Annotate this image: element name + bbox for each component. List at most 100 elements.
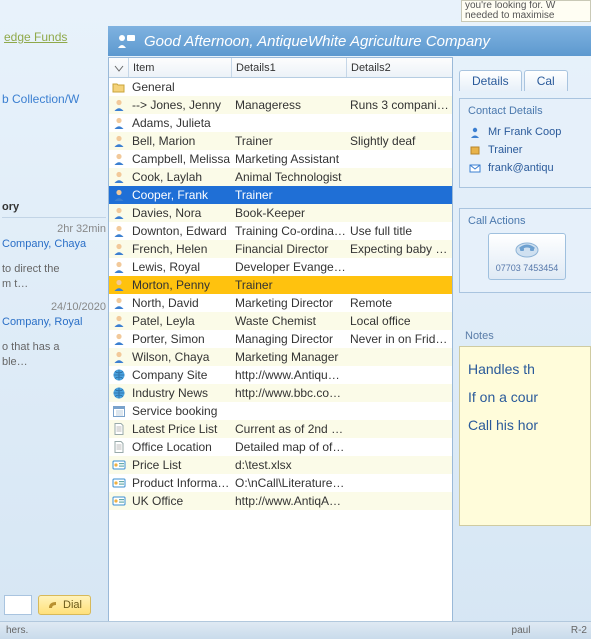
table-row[interactable]: Downton, EdwardTraining Co-ordina…Use fu… [109, 222, 452, 240]
cell-details1: http://www.bbc.co… [232, 386, 347, 400]
cell-item: Wilson, Chaya [129, 350, 232, 364]
note-line: Call his hor [468, 411, 582, 439]
left-panel-hedge: edge Funds [4, 28, 67, 46]
person-icon [109, 314, 129, 328]
cal-icon [109, 404, 129, 418]
card-icon [109, 458, 129, 472]
history-time: 2hr 32min [2, 222, 106, 237]
person-icon [468, 125, 482, 139]
cell-details1: Marketing Director [232, 296, 347, 310]
person-icon [109, 98, 129, 112]
sticky-note-top: you're looking for. W needed to maximise [461, 0, 591, 22]
contacts-list-panel: Item Details1 Details2 General --> Jones,… [108, 57, 453, 622]
note-line: Handles th [468, 355, 582, 383]
person-icon [109, 332, 129, 346]
card-icon [109, 494, 129, 508]
table-row[interactable]: Porter, SimonManaging DirectorNever in o… [109, 330, 452, 348]
cell-item: Product Information [129, 476, 232, 490]
cell-details1: http://www.AntiqA… [232, 494, 347, 508]
table-row[interactable]: Cooper, FrankTrainer [109, 186, 452, 204]
sort-col[interactable] [109, 58, 129, 77]
table-row[interactable]: UK Officehttp://www.AntiqA… [109, 492, 452, 510]
col-item[interactable]: Item [129, 58, 232, 77]
table-row[interactable]: Price Listd:\test.xlsx [109, 456, 452, 474]
person-icon [109, 152, 129, 166]
table-row[interactable]: Morton, PennyTrainer [109, 276, 452, 294]
contact-email[interactable]: frank@antiqu [488, 162, 554, 174]
person-icon [109, 224, 129, 238]
table-row[interactable]: General [109, 78, 452, 96]
cell-details1: Training Co-ordina… [232, 224, 347, 238]
table-row[interactable]: North, DavidMarketing DirectorRemote [109, 294, 452, 312]
tab-details[interactable]: Details [459, 70, 522, 91]
cell-details1: Trainer [232, 134, 347, 148]
person-icon [109, 170, 129, 184]
left-panel-collection[interactable]: b Collection/W [2, 92, 79, 106]
contact-role: Trainer [488, 144, 522, 156]
history-text: o that has a [2, 340, 106, 355]
phone-icon [514, 240, 540, 260]
col-details1[interactable]: Details1 [232, 58, 347, 77]
person-icon [109, 188, 129, 202]
doc-icon [109, 422, 129, 436]
globe-icon [109, 386, 129, 400]
cell-details1: Current as of 2nd F… [232, 422, 347, 436]
cell-item: Morton, Penny [129, 278, 232, 292]
cell-item: Porter, Simon [129, 332, 232, 346]
cell-item: Downton, Edward [129, 224, 232, 238]
cell-item: General [129, 80, 232, 94]
cell-details1: Animal Technologist [232, 170, 347, 184]
history-text: ble… [2, 355, 106, 370]
table-row[interactable]: Bell, MarionTrainerSlightly deaf [109, 132, 452, 150]
note-line: If on a cour [468, 383, 582, 411]
notes-area[interactable]: Handles th If on a cour Call his hor [459, 346, 591, 526]
cell-item: Adams, Julieta [129, 116, 232, 130]
table-row[interactable]: Cook, LaylahAnimal Technologist [109, 168, 452, 186]
status-left: hers. [0, 625, 481, 636]
list-header: Item Details1 Details2 [109, 58, 452, 78]
table-row[interactable]: Office LocationDetailed map of of… [109, 438, 452, 456]
person-icon [109, 296, 129, 310]
person-icon [109, 206, 129, 220]
cell-details1: Marketing Manager [232, 350, 347, 364]
dial-button[interactable]: Dial [38, 595, 91, 615]
cell-details1: Book-Keeper [232, 206, 347, 220]
table-row[interactable]: Lewis, RoyalDeveloper Evangelist [109, 258, 452, 276]
call-button[interactable]: 07703 7453454 [488, 233, 566, 280]
col-details2[interactable]: Details2 [347, 58, 452, 77]
mini-dropdown[interactable] [4, 595, 32, 615]
table-row[interactable]: Adams, Julieta [109, 114, 452, 132]
cell-item: Cooper, Frank [129, 188, 232, 202]
actions-box-title: Call Actions [468, 215, 586, 227]
history-link[interactable]: Company, Royal [2, 315, 106, 330]
table-row[interactable]: --> Jones, JennyManageressRuns 3 compani… [109, 96, 452, 114]
cell-details2: Expecting baby … [347, 242, 452, 256]
cell-item: Bell, Marion [129, 134, 232, 148]
person-icon [109, 116, 129, 130]
cell-details1: Trainer [232, 278, 347, 292]
cell-item: Campbell, Melissa [129, 152, 232, 166]
cell-item: --> Jones, Jenny [129, 98, 232, 112]
globe-icon [109, 368, 129, 382]
table-row[interactable]: French, HelenFinancial DirectorExpecting… [109, 240, 452, 258]
table-row[interactable]: Campbell, MelissaMarketing Assistant [109, 150, 452, 168]
table-row[interactable]: Company Sitehttp://www.Antiqu… [109, 366, 452, 384]
history-date: 24/10/2020 [2, 300, 106, 315]
history-heading: ory [2, 200, 106, 218]
tab-cal[interactable]: Cal [524, 70, 568, 91]
cell-item: Lewis, Royal [129, 260, 232, 274]
table-row[interactable]: Industry Newshttp://www.bbc.co… [109, 384, 452, 402]
left-link[interactable]: edge Funds [4, 28, 67, 46]
contact-box-title: Contact Details [468, 105, 586, 117]
person-chat-icon [116, 32, 136, 50]
cell-item: Latest Price List [129, 422, 232, 436]
table-row[interactable]: Latest Price ListCurrent as of 2nd F… [109, 420, 452, 438]
table-row[interactable]: Patel, LeylaWaste ChemistLocal office [109, 312, 452, 330]
person-icon [109, 242, 129, 256]
history-link[interactable]: Company, Chaya [2, 237, 106, 252]
table-row[interactable]: Wilson, ChayaMarketing Manager [109, 348, 452, 366]
table-row[interactable]: Davies, NoraBook-Keeper [109, 204, 452, 222]
table-row[interactable]: Service booking [109, 402, 452, 420]
cell-details1: Manageress [232, 98, 347, 112]
table-row[interactable]: Product InformationO:\nCall\Literature\… [109, 474, 452, 492]
